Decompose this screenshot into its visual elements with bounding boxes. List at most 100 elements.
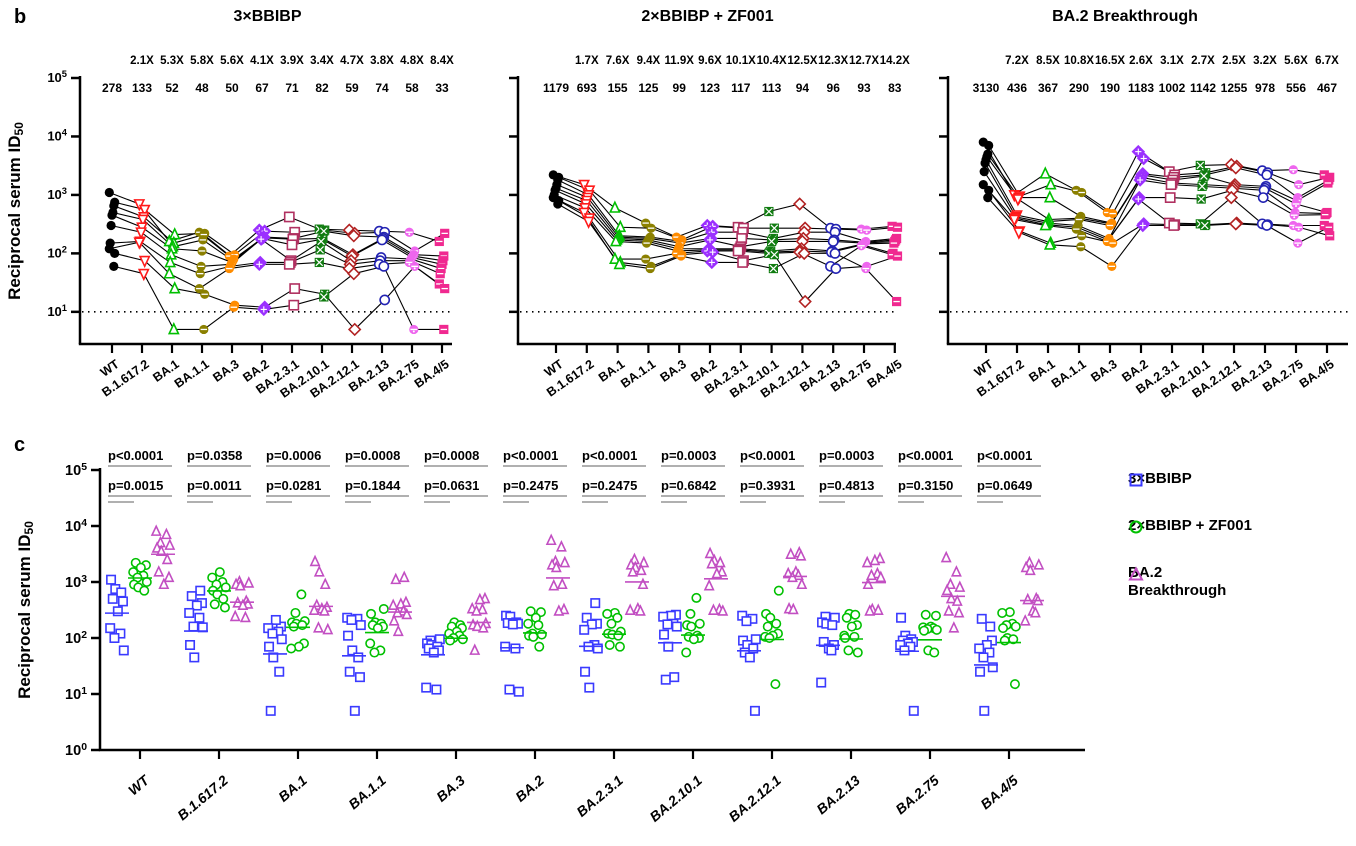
data-point (137, 268, 150, 282)
data-point (545, 533, 557, 546)
gmt-label: 50 (225, 81, 239, 95)
data-point (428, 647, 439, 658)
marker-detail (1295, 205, 1297, 208)
data-point (276, 634, 287, 645)
data-point (117, 596, 128, 607)
y-tick-label: 102 (47, 244, 67, 260)
data-point (1131, 192, 1146, 206)
square (899, 645, 910, 656)
circle (107, 210, 117, 220)
data-point (641, 254, 651, 264)
data-point (296, 589, 307, 600)
circle (770, 679, 781, 690)
data-point (189, 652, 200, 663)
data-point (421, 682, 432, 693)
triangle-up (875, 570, 887, 583)
circle (920, 609, 931, 620)
triangle-up (862, 577, 874, 590)
data-point (950, 565, 962, 577)
data-point (581, 612, 592, 623)
data-point (536, 629, 547, 640)
square (274, 666, 285, 677)
data-point (1019, 614, 1031, 626)
legend-label-text: 2×BBIBP + ZF001 (1128, 516, 1252, 534)
gmt-label: 1179 (543, 81, 569, 95)
circle (378, 260, 390, 272)
x-category-label: WT (125, 771, 153, 798)
square (659, 629, 670, 640)
p-value-top: p=0.0006 (266, 448, 321, 463)
circle (376, 234, 388, 246)
p-value-bottom: p=0.4813 (819, 478, 874, 493)
p-value-bottom: p=0.2475 (503, 478, 558, 493)
data-point (354, 672, 365, 683)
data-point (609, 251, 621, 264)
data-point (691, 592, 702, 603)
p-value-top: p<0.0001 (977, 448, 1032, 463)
gmt-label: 556 (1286, 81, 1306, 95)
p-value-bottom: p=0.1844 (345, 478, 401, 493)
data-point (1108, 208, 1118, 219)
triangle-up (711, 566, 723, 579)
data-point (286, 239, 298, 251)
triangle-up (1043, 190, 1056, 203)
data-point (410, 261, 420, 271)
gmt-label: 59 (345, 81, 359, 95)
title-2xbbibp-zf001: 2×BBIBP + ZF001 (641, 8, 774, 25)
data-point (319, 226, 329, 236)
triangle-up (243, 576, 255, 588)
marker-detail (769, 264, 778, 273)
data-point (943, 604, 955, 616)
square (194, 612, 205, 623)
data-point (856, 241, 866, 251)
data-point (379, 294, 391, 306)
subject-line (984, 162, 1327, 240)
fold-change-label: 2.7X (1191, 55, 1215, 67)
marker-detail (316, 246, 325, 254)
data-point (196, 261, 206, 271)
data-point (953, 605, 965, 618)
circle (998, 623, 1009, 634)
subject-line (982, 184, 1325, 243)
square (580, 666, 591, 677)
circle (919, 625, 930, 636)
circle (765, 612, 776, 623)
gmt-label: 67 (255, 81, 269, 95)
title-3xbbibp: 3×BBIBP (233, 8, 302, 25)
triangle-up (164, 254, 177, 268)
triangle-up (865, 568, 877, 581)
square (826, 645, 837, 656)
circle (929, 647, 940, 658)
gmt-label: 82 (315, 81, 329, 95)
data-point (892, 222, 903, 232)
triangle-up (1022, 592, 1034, 605)
data-point (998, 623, 1009, 634)
data-point (944, 577, 956, 590)
data-point (409, 324, 419, 335)
y-axis-title: Reciprocal serum ID50 (15, 521, 36, 699)
data-point (638, 555, 650, 568)
subject-line (558, 176, 898, 241)
square (106, 574, 117, 585)
data-point (980, 158, 990, 168)
data-point (153, 565, 165, 577)
data-point (830, 263, 842, 274)
data-point (138, 204, 151, 218)
circle (852, 647, 863, 658)
data-point (290, 607, 301, 618)
square (186, 591, 197, 602)
marker-detail (408, 233, 411, 236)
circle (830, 263, 842, 274)
circle (139, 585, 150, 596)
marker-detail (408, 263, 411, 266)
data-point (624, 603, 636, 615)
circle (533, 620, 544, 631)
triangle-up (312, 621, 324, 633)
fold-change-label: 4.8X (400, 55, 424, 67)
data-point (671, 621, 682, 632)
x-category-label: BA.1 (275, 772, 310, 805)
fold-change-label: 3.1X (1160, 55, 1184, 67)
data-point (602, 608, 613, 619)
circle (214, 567, 225, 578)
data-point (1261, 220, 1273, 231)
